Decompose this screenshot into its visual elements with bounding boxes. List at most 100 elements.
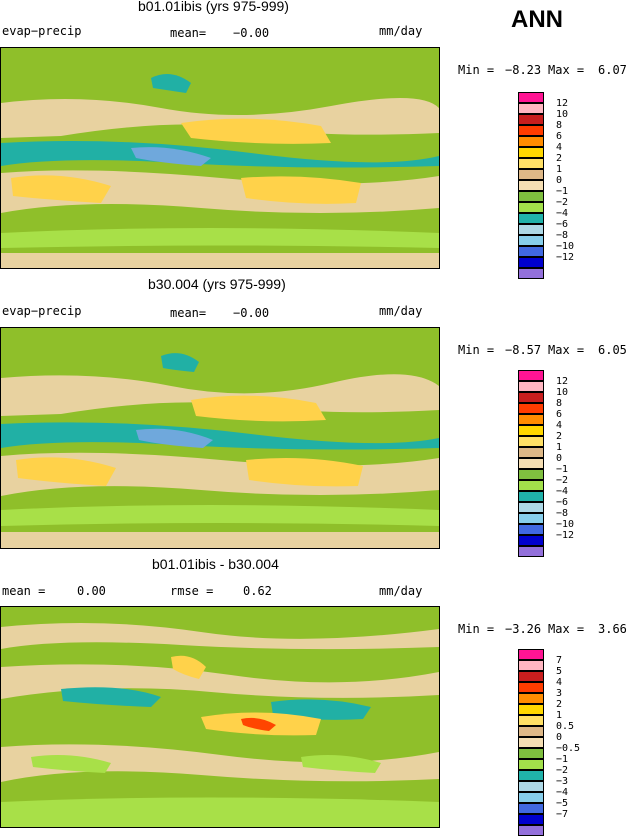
legend-swatch bbox=[518, 535, 544, 546]
legend-swatch bbox=[518, 737, 544, 748]
legend-swatch bbox=[518, 246, 544, 257]
panel-2-map bbox=[0, 327, 440, 549]
panel-3-max-value: 3.66 bbox=[598, 622, 627, 636]
season-label: ANN bbox=[511, 6, 563, 33]
legend-swatch bbox=[518, 781, 544, 792]
panel-1-units: mm/day bbox=[379, 24, 423, 38]
legend-label: 1 bbox=[556, 164, 563, 175]
legend-swatch bbox=[518, 649, 544, 660]
legend-swatch bbox=[518, 524, 544, 535]
legend-swatch bbox=[518, 213, 544, 224]
legend-swatch bbox=[518, 447, 544, 458]
legend-label: −4 bbox=[556, 208, 569, 219]
legend-swatch bbox=[518, 370, 544, 381]
panel-1-min-label: Min = bbox=[458, 63, 495, 77]
panel-3-min-label: Min = bbox=[458, 622, 495, 636]
legend-swatch bbox=[518, 114, 544, 125]
panel-3-min-value: −3.26 bbox=[505, 622, 542, 636]
legend-label: 4 bbox=[556, 677, 563, 688]
legend-swatch bbox=[518, 202, 544, 213]
legend-swatch bbox=[518, 136, 544, 147]
panel-2-max-value: 6.05 bbox=[598, 343, 627, 357]
panel-3-mean-value: 0.00 bbox=[77, 584, 106, 598]
legend-label: −3 bbox=[556, 776, 569, 787]
legend-label: 2 bbox=[556, 699, 563, 710]
legend-swatch bbox=[518, 671, 544, 682]
panel-2-min-value: −8.57 bbox=[505, 343, 542, 357]
legend-swatch bbox=[518, 158, 544, 169]
legend-swatch bbox=[518, 425, 544, 436]
legend-label: 8 bbox=[556, 398, 563, 409]
panel-3-rmse-label: rmse = bbox=[170, 584, 214, 598]
legend-label: 10 bbox=[556, 109, 569, 120]
legend-label: −1 bbox=[556, 464, 569, 475]
legend-swatch bbox=[518, 803, 544, 814]
panel-2-mean-value: −0.00 bbox=[233, 306, 270, 320]
legend-label: 0.5 bbox=[556, 721, 575, 732]
panel-3-mean-label: mean = bbox=[2, 584, 46, 598]
legend-label: 0 bbox=[556, 453, 563, 464]
legend-label: −4 bbox=[556, 486, 569, 497]
legend-swatch bbox=[518, 726, 544, 737]
legend-swatch bbox=[518, 392, 544, 403]
legend-swatch bbox=[518, 513, 544, 524]
legend-label: −2 bbox=[556, 765, 569, 776]
legend-label: 4 bbox=[556, 420, 563, 431]
legend-label: −7 bbox=[556, 809, 569, 820]
panel-3-map bbox=[0, 606, 440, 828]
legend-label: −10 bbox=[556, 519, 575, 530]
legend-label: −1 bbox=[556, 754, 569, 765]
legend-label: 8 bbox=[556, 120, 563, 131]
legend-label: 7 bbox=[556, 655, 563, 666]
panel-2-mean-label: mean= bbox=[170, 306, 207, 320]
legend-swatch bbox=[518, 147, 544, 158]
legend-label: −0.5 bbox=[556, 743, 581, 754]
legend-label: −5 bbox=[556, 798, 569, 809]
legend-swatch bbox=[518, 502, 544, 513]
legend-label: 0 bbox=[556, 175, 563, 186]
legend-swatch bbox=[518, 770, 544, 781]
legend-swatch bbox=[518, 748, 544, 759]
legend-label: 10 bbox=[556, 387, 569, 398]
panel-3-title: b01.01ibis - b30.004 bbox=[152, 556, 279, 572]
legend-label: 12 bbox=[556, 98, 569, 109]
legend-swatch bbox=[518, 381, 544, 392]
panel-1-map bbox=[0, 47, 440, 269]
legend-label: 12 bbox=[556, 376, 569, 387]
legend-swatch bbox=[518, 814, 544, 825]
legend-swatch bbox=[518, 235, 544, 246]
legend-swatch bbox=[518, 125, 544, 136]
legend-label: −12 bbox=[556, 530, 575, 541]
panel-1-min-value: −8.23 bbox=[505, 63, 542, 77]
panel-1-variable: evap−precip bbox=[2, 24, 82, 38]
legend-label: 4 bbox=[556, 142, 563, 153]
legend-label: 0 bbox=[556, 732, 563, 743]
legend-label: −1 bbox=[556, 186, 569, 197]
legend-swatch bbox=[518, 693, 544, 704]
legend-label: −2 bbox=[556, 197, 569, 208]
legend-label: −10 bbox=[556, 241, 575, 252]
legend-swatch bbox=[518, 458, 544, 469]
panel-1-title: b01.01ibis (yrs 975-999) bbox=[138, 0, 289, 14]
legend-label: −8 bbox=[556, 508, 569, 519]
legend-label: 2 bbox=[556, 153, 563, 164]
legend-swatch bbox=[518, 715, 544, 726]
legend-label: −2 bbox=[556, 475, 569, 486]
legend-swatch bbox=[518, 257, 544, 268]
legend-swatch bbox=[518, 103, 544, 114]
legend-label: 1 bbox=[556, 710, 563, 721]
legend-swatch bbox=[518, 180, 544, 191]
legend-swatch bbox=[518, 759, 544, 770]
legend-label: 6 bbox=[556, 131, 563, 142]
legend-swatch bbox=[518, 436, 544, 447]
legend-label: 1 bbox=[556, 442, 563, 453]
legend-label: 5 bbox=[556, 666, 563, 677]
panel-2-max-label: Max = bbox=[548, 343, 585, 357]
legend-label: −4 bbox=[556, 787, 569, 798]
legend-swatch bbox=[518, 224, 544, 235]
legend-swatch bbox=[518, 704, 544, 715]
panel-3-max-label: Max = bbox=[548, 622, 585, 636]
legend-label: 6 bbox=[556, 409, 563, 420]
panel-2-units: mm/day bbox=[379, 304, 423, 318]
legend-swatch bbox=[518, 92, 544, 103]
